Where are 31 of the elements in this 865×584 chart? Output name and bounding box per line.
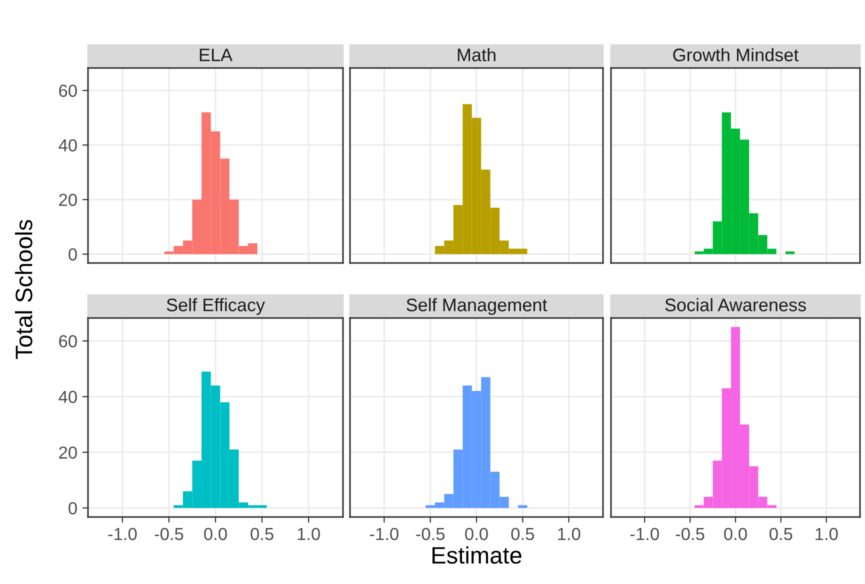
y-tick-label: 20 <box>59 446 77 459</box>
x-tick-label: -1.0 <box>370 528 398 540</box>
x-tick-label: -1.0 <box>630 528 659 540</box>
y-tick-label: 0 <box>68 502 77 514</box>
x-tick-label: -0.5 <box>676 528 704 540</box>
y-axis-title: Total Schools <box>14 220 32 359</box>
y-tick-label: 60 <box>59 84 77 97</box>
y-tick-label: 40 <box>58 139 77 152</box>
x-tick-label: 0.5 <box>250 528 274 540</box>
chart-title: Math <box>458 48 496 62</box>
y-tick-label: 60 <box>59 335 77 348</box>
chart-title: Growth Mindset <box>673 48 799 62</box>
x-tick-label: 1.0 <box>558 528 580 540</box>
y-tick-label: 40 <box>58 390 77 404</box>
x-tick-label: 1.0 <box>816 528 838 540</box>
x-tick-label: -0.5 <box>416 528 445 540</box>
chart-title: Social Awareness <box>665 298 806 312</box>
x-tick-label: -1.0 <box>108 528 137 540</box>
x-tick-label: 0.5 <box>511 528 534 540</box>
x-axis-title: Estimate <box>432 546 522 564</box>
y-tick-label: 20 <box>59 194 77 206</box>
x-tick-label: 1.0 <box>298 528 320 540</box>
chart-title: ELA <box>200 48 233 62</box>
chart-title: Self Management <box>406 298 548 315</box>
x-tick-label: 0.0 <box>465 528 488 540</box>
x-tick-label: 0.0 <box>724 528 747 540</box>
x-tick-label: -0.5 <box>154 528 184 540</box>
x-tick-label: 0.0 <box>204 528 227 540</box>
chart-title: Self Efficacy <box>166 298 265 315</box>
y-tick-label: 0 <box>68 248 77 261</box>
x-tick-label: 0.5 <box>770 528 792 540</box>
